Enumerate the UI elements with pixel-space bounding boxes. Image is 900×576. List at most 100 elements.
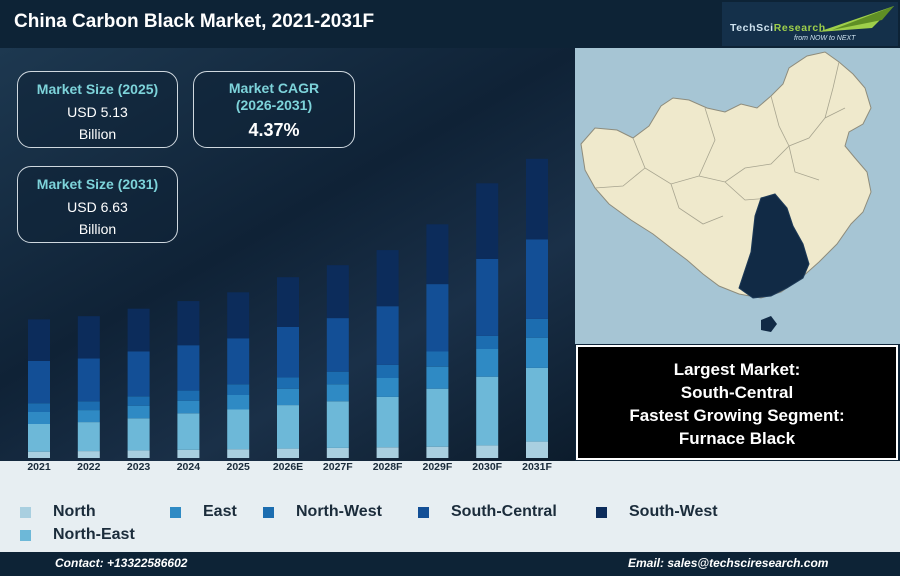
x-tick-label: 2031F [522,461,552,473]
legend-swatch [20,506,31,518]
legend-item-south-west: South-West [596,503,718,521]
legend-swatch [263,506,274,518]
bar-segment-north-east-2026e [277,405,299,449]
legend-label: East [203,503,237,520]
bar-segment-south-west-2031f [526,158,548,240]
legend-label: South-West [629,503,718,520]
x-tick-label: 2026E [272,461,304,473]
bar-segment-south-central-2022 [77,358,100,402]
legend-item-east: East [170,503,237,521]
bar-segment-east-2027f [326,384,349,402]
hainan-island [761,316,777,332]
card-value: 4.37% [248,120,300,140]
contact-email: Email: sales@techsciresearch.com [628,556,829,570]
card-title: Market Size (2025) [36,81,159,97]
bar-segment-north-east-2024 [177,413,200,450]
bar-segment-north-east-2028f [376,396,399,448]
fastest-segment-value: Furnace Black [678,429,796,448]
bar-segment-north-2031f [526,441,548,458]
china-map [575,48,900,344]
bar-segment-north-east-2027f [326,401,349,448]
bar-segment-north-west-2023 [127,396,150,406]
bar-segment-north-west-2021 [28,403,50,412]
logo-swoosh-icon [818,6,894,32]
bar-segment-north-west-2024 [177,390,200,401]
bar-segment-north-2021 [28,451,50,458]
bar-segment-north-east-2029f [426,388,449,447]
fastest-segment-label: Fastest Growing Segment: [629,406,845,425]
page-title: China Carbon Black Market, 2021-2031F [14,11,375,32]
bar-segment-south-west-2023 [127,308,150,352]
highlights-box: Largest Market: South-Central Fastest Gr… [576,345,898,460]
bar-segment-south-west-2028f [376,250,399,307]
bar-segment-east-2025 [227,395,250,410]
bar-segment-north-west-2030f [476,335,499,349]
bar-segment-east-2029f [426,366,449,389]
bar-segment-north-west-2022 [77,401,100,411]
bar-segment-east-2026e [277,388,299,406]
x-tick-label: 2024 [176,461,201,473]
stacked-bar-chart [28,158,548,458]
legend: North East North-West South-Central Sout… [0,461,900,552]
x-tick-label: 2028F [372,461,403,473]
header-bar: China Carbon Black Market, 2021-2031F Te… [0,0,900,48]
bar-segment-south-central-2023 [127,351,150,397]
bar-segment-north-2029f [426,446,449,458]
bar-segment-south-west-2024 [177,301,200,346]
bar-segment-east-2022 [77,410,100,423]
bar-segment-north-east-2021 [28,424,50,452]
bar-segment-north-east-2023 [127,418,150,451]
bar-segment-south-central-2024 [177,345,200,391]
techsci-logo: TechSciResearch from NOW to NEXT [722,2,898,46]
legend-swatch [20,529,31,541]
bar-segment-south-central-2031f [526,239,548,319]
legend-label: North-West [296,503,382,520]
bar-segment-north-west-2028f [376,364,399,378]
bar-segment-east-2031f [526,337,548,368]
legend-item-north-west: North-West [263,503,382,521]
bar-segment-north-2023 [127,450,150,458]
south-central-region [738,193,810,299]
bar-segment-north-2025 [227,449,250,458]
bar-segment-north-west-2027f [326,371,349,385]
bar-segment-east-2028f [376,378,399,397]
legend-label: North [53,503,96,520]
x-tick-label: 2022 [77,461,101,473]
bar-segment-north-2026e [277,448,299,458]
largest-market-label: Largest Market: [673,360,801,379]
card-unit: Billion [78,221,117,237]
bar-segment-south-central-2027f [326,318,349,372]
bar-segment-south-central-2029f [426,284,449,352]
x-tick-label: 2025 [226,461,250,473]
card-value: USD 6.63 [67,199,128,215]
footer-bar: Contact: +13322586602 Email: sales@techs… [0,552,900,576]
market-cagr-card: Market CAGR (2026-2031) 4.37% [193,71,355,148]
legend-swatch [418,506,429,518]
bar-segment-south-west-2027f [326,265,349,319]
bar-segment-north-west-2025 [227,384,250,395]
bar-segment-north-2030f [476,445,499,458]
card-title: Market CAGR [228,80,320,96]
bar-segment-south-central-2028f [376,306,399,365]
bar-segment-south-west-2026e [277,277,299,327]
bar-segment-east-2021 [28,412,50,424]
bar-segment-south-west-2021 [28,319,50,361]
province-borders [594,61,846,225]
bar-segment-north-2027f [326,447,349,458]
bar-segment-south-central-2026e [277,327,299,378]
x-tick-label: 2029F [422,461,453,473]
bar-segment-north-2022 [77,451,100,458]
card-value: USD 5.13 [67,104,128,120]
logo-name: TechSciResearch [730,22,826,34]
bar-segment-north-east-2022 [77,422,100,452]
bar-segment-north-west-2031f [526,318,548,338]
bar-segment-north-east-2031f [526,367,548,442]
x-tick-label: 2030F [472,461,503,473]
china-map-graphic [580,51,872,332]
bar-segment-south-west-2029f [426,224,449,285]
logo-tagline: from NOW to NEXT [794,35,856,42]
bar-segment-south-central-2021 [28,361,50,404]
legend-item-north-east: North-East [20,526,135,544]
bar-segment-north-west-2029f [426,351,449,367]
bar-segment-north-west-2026e [277,377,299,389]
